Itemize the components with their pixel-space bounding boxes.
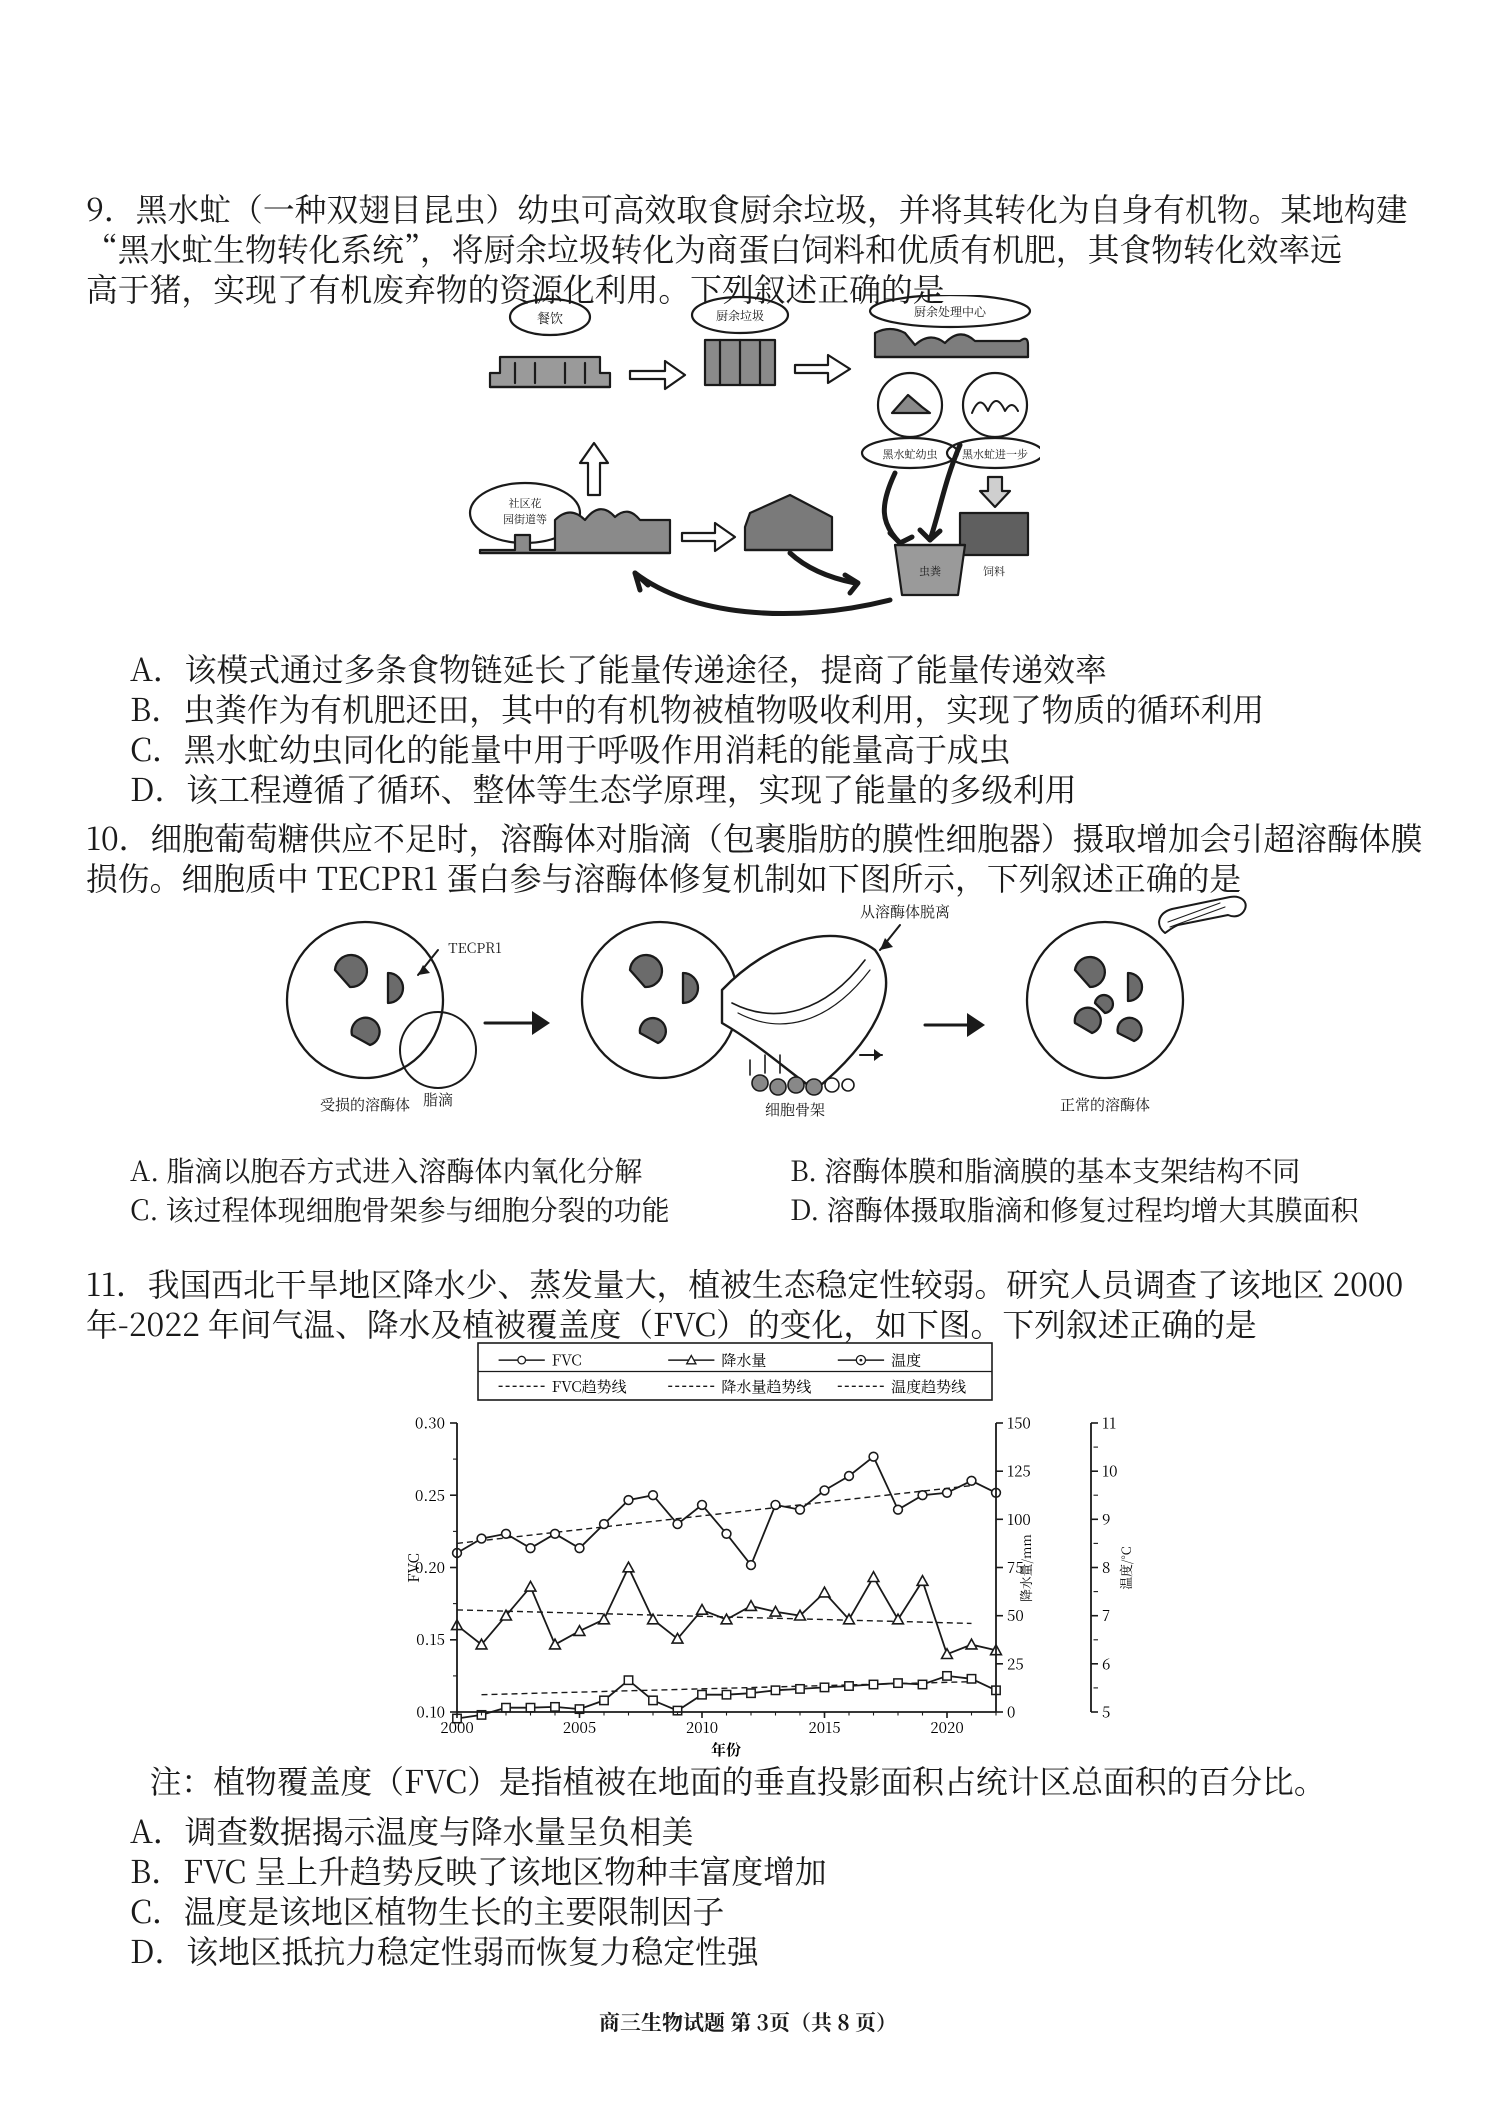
- svg-text:125: 125: [1007, 1461, 1031, 1482]
- svg-text:25: 25: [1007, 1653, 1024, 1674]
- svg-text:受损的溶酶体: 受损的溶酶体: [320, 1094, 410, 1115]
- svg-text:5: 5: [1102, 1702, 1110, 1723]
- svg-text:0: 0: [1007, 1702, 1015, 1723]
- svg-text:餐饮: 餐饮: [537, 308, 563, 327]
- svg-text:6: 6: [1102, 1653, 1110, 1674]
- svg-text:50: 50: [1007, 1605, 1024, 1626]
- svg-text:FVC趋势线: FVC趋势线: [552, 1376, 627, 1397]
- svg-text:厨余处理中心: 厨余处理中心: [914, 303, 987, 320]
- svg-text:饲料: 饲料: [983, 563, 1005, 579]
- svg-text:7: 7: [1102, 1605, 1110, 1626]
- svg-text:从溶酶体脱离: 从溶酶体脱离: [860, 901, 950, 922]
- svg-text:2010: 2010: [686, 1717, 718, 1738]
- svg-text:厨余垃圾: 厨余垃圾: [716, 307, 764, 324]
- svg-text:9: 9: [1102, 1509, 1110, 1530]
- svg-text:150: 150: [1007, 1413, 1031, 1434]
- svg-text:细胞骨架: 细胞骨架: [765, 1099, 825, 1120]
- svg-text:FVC: FVC: [403, 1553, 424, 1583]
- svg-text:2020: 2020: [930, 1717, 963, 1738]
- svg-text:降水量趋势线: 降水量趋势线: [721, 1376, 811, 1397]
- svg-text:100: 100: [1007, 1509, 1031, 1530]
- svg-text:黑水虻进一步: 黑水虻进一步: [962, 446, 1028, 462]
- svg-text:社区花: 社区花: [509, 495, 542, 511]
- svg-text:降水量/mm: 降水量/mm: [1016, 1534, 1035, 1602]
- svg-text:0.30: 0.30: [415, 1413, 445, 1434]
- svg-text:TECPR1: TECPR1: [448, 938, 501, 958]
- svg-text:2005: 2005: [563, 1717, 596, 1738]
- svg-text:正常的溶酶体: 正常的溶酶体: [1060, 1094, 1150, 1115]
- svg-text:虫粪: 虫粪: [919, 563, 942, 579]
- svg-text:黑水虻幼虫: 黑水虻幼虫: [883, 446, 938, 462]
- svg-text:FVC: FVC: [552, 1350, 582, 1371]
- svg-text:温度/°C: 温度/°C: [1116, 1546, 1135, 1589]
- svg-text:2015: 2015: [808, 1717, 840, 1738]
- svg-text:10: 10: [1102, 1461, 1117, 1482]
- svg-text:温度趋势线: 温度趋势线: [891, 1376, 966, 1397]
- svg-text:降水量: 降水量: [721, 1350, 766, 1371]
- svg-text:2000: 2000: [440, 1717, 473, 1738]
- svg-text:脂滴: 脂滴: [423, 1089, 453, 1110]
- svg-text:园街道等: 园街道等: [503, 511, 547, 527]
- svg-text:0.15: 0.15: [416, 1629, 445, 1650]
- svg-text:11: 11: [1102, 1413, 1116, 1434]
- svg-text:温度: 温度: [891, 1350, 921, 1371]
- svg-text:8: 8: [1102, 1557, 1110, 1578]
- svg-text:0.25: 0.25: [415, 1485, 445, 1506]
